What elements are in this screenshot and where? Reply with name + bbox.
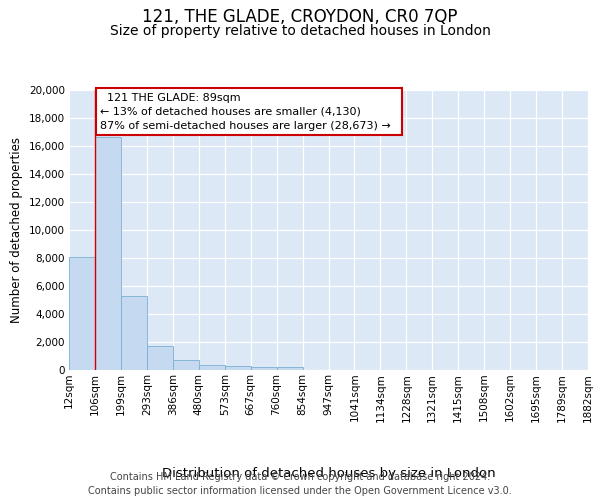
- Text: Distribution of detached houses by size in London: Distribution of detached houses by size …: [161, 468, 496, 480]
- Text: 121 THE GLADE: 89sqm
← 13% of detached houses are smaller (4,130)
87% of semi-de: 121 THE GLADE: 89sqm ← 13% of detached h…: [100, 93, 398, 131]
- Bar: [199, 365, 224, 370]
- Text: Contains HM Land Registry data © Crown copyright and database right 2024.
Contai: Contains HM Land Registry data © Crown c…: [88, 472, 512, 496]
- Bar: [173, 360, 199, 370]
- Bar: [251, 367, 277, 370]
- Text: 121, THE GLADE, CROYDON, CR0 7QP: 121, THE GLADE, CROYDON, CR0 7QP: [142, 8, 458, 26]
- Text: Size of property relative to detached houses in London: Size of property relative to detached ho…: [110, 24, 490, 38]
- Bar: [121, 296, 147, 370]
- Bar: [95, 137, 121, 370]
- Bar: [69, 256, 95, 370]
- Bar: [225, 366, 251, 370]
- Bar: [277, 367, 302, 370]
- Y-axis label: Number of detached properties: Number of detached properties: [10, 137, 23, 323]
- Bar: [147, 346, 173, 370]
